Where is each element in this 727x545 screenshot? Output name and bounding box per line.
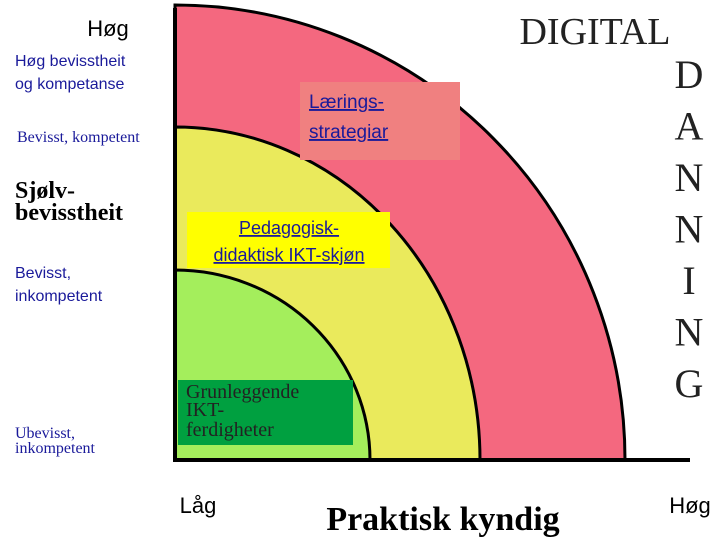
y-label: Sjølv-bevisstheit — [15, 178, 123, 226]
title-letter: D — [675, 52, 704, 97]
title-letter: I — [682, 258, 695, 303]
x-label: Praktisk kyndig — [326, 501, 559, 538]
level-label: Bevisst, inkompetent — [15, 265, 103, 305]
zone-label: Grunleggende IKT-ferdigheter — [186, 381, 299, 441]
zone-box — [178, 380, 353, 445]
level-label: Høg bevisstheit og kompetanse — [15, 53, 126, 93]
x-low: Låg — [180, 493, 217, 518]
zone-box — [187, 212, 390, 268]
zone-box — [300, 82, 460, 160]
title-letter: N — [675, 155, 704, 200]
x-high: Høg — [669, 493, 711, 518]
title-letter: A — [675, 104, 704, 149]
zone-label: Pedagogisk-didaktisk IKT-skjøn — [213, 218, 364, 265]
title-word: DIGITAL — [519, 11, 670, 53]
title-letter: N — [675, 310, 704, 355]
title-letter: G — [675, 361, 704, 406]
y-high: Høg — [87, 16, 129, 41]
zone-label: Lærings-strategiar — [309, 92, 389, 143]
level-label: Ubevisst, inkompetent — [15, 425, 96, 457]
title-letter: N — [675, 207, 704, 252]
level-label: Bevisst, kompetent — [17, 129, 140, 146]
